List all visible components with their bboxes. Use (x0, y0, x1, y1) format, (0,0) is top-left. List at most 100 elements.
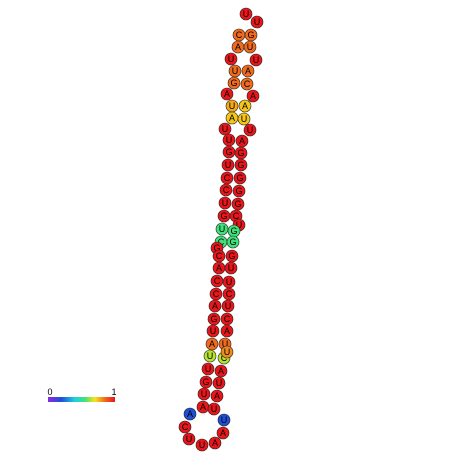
nucleotide-label: U (222, 198, 229, 208)
nucleotide-label: G (235, 186, 242, 196)
nucleotide-label: C (182, 422, 189, 432)
nucleotide (205, 337, 219, 351)
nucleotide (226, 235, 240, 249)
nucleotide-label: C (226, 289, 233, 299)
nucleotide (246, 89, 260, 103)
nucleotide (221, 158, 235, 172)
nucleotide-label: U (205, 364, 212, 374)
nucleotide-label: U (247, 42, 254, 52)
nucleotide (178, 420, 192, 434)
nucleotide (243, 40, 257, 54)
nucleotide (199, 375, 213, 389)
nucleotide-label: G (220, 211, 227, 221)
nucleotide-label: C (216, 251, 223, 261)
nucleotide-label: A (250, 91, 256, 101)
nucleotide (212, 376, 226, 390)
nucleotide-label: U (241, 114, 248, 124)
nucleotide (210, 389, 224, 403)
nucleotide-label: C (233, 211, 240, 221)
nucleotide (219, 183, 233, 197)
nucleotide-label: G (237, 160, 244, 170)
nucleotide-label: A (214, 391, 220, 401)
nucleotide-label: U (222, 124, 229, 134)
scale-min-label: 0 (47, 387, 52, 397)
nucleotide-label: U (236, 220, 243, 230)
nucleotide-label: C (236, 30, 243, 40)
nucleotide (214, 364, 228, 378)
nucleotide-label: A (200, 402, 206, 412)
nucleotide (224, 261, 238, 275)
nucleotide-label: A (245, 66, 251, 76)
nucleotide-label: C (224, 314, 231, 324)
nucleotide-label: U (211, 404, 218, 414)
nucleotide (233, 171, 247, 185)
nucleotide (250, 15, 264, 29)
nucleotide-label: A (212, 301, 218, 311)
nucleotide-label: U (247, 125, 254, 135)
nucleotide (221, 299, 235, 313)
nucleotide (206, 324, 220, 338)
nucleotide-label: A (218, 366, 224, 376)
nucleotide (218, 196, 232, 210)
nucleotide (238, 99, 252, 113)
nucleotide-label: A (209, 339, 215, 349)
nucleotide-label: A (224, 326, 230, 336)
nucleotide-label: C (224, 173, 231, 183)
nucleotide (224, 52, 238, 66)
nucleotide-label: C (214, 276, 221, 286)
nucleotide-label: U (254, 17, 261, 27)
nucleotide-label: U (219, 224, 226, 234)
nucleotide-label: A (239, 136, 245, 146)
nucleotide (231, 197, 245, 211)
nucleotide-label: U (243, 9, 250, 19)
nucleotide-label: G (225, 147, 232, 157)
nucleotide-label: U (225, 160, 232, 170)
nucleotide-label: U (253, 55, 260, 65)
nucleotide-label: A (187, 409, 193, 419)
nucleotide (220, 345, 234, 359)
nucleotide-label: U (222, 339, 229, 349)
nucleotide-label: U (221, 415, 228, 425)
nucleotide-label: A (216, 263, 222, 273)
nucleotide-label: U (226, 277, 233, 287)
nucleotide-label: A (229, 113, 235, 123)
nucleotide-label: A (212, 438, 218, 448)
nucleotide (182, 432, 196, 446)
nucleotide (203, 349, 217, 363)
nucleotide-label: U (228, 54, 235, 64)
nucleotide (241, 64, 255, 78)
nucleotide (216, 426, 230, 440)
nucleotide (201, 362, 215, 376)
nucleotide-label: C (221, 353, 228, 363)
nucleotide-label: U (216, 378, 223, 388)
nucleotide-label: G (247, 30, 254, 40)
nucleotide-label: U (224, 347, 231, 357)
nucleotide-label: A (220, 428, 226, 438)
nucleotide (208, 436, 222, 450)
nucleotide-label: U (210, 326, 217, 336)
nucleotide-label: A (235, 42, 241, 52)
nucleotide-label: C (244, 79, 251, 89)
nucleotide-label: C (223, 185, 230, 195)
nucleotide (220, 87, 234, 101)
nucleotide-label: G (236, 173, 243, 183)
nucleotide-label: U (225, 301, 232, 311)
nucleotide (195, 438, 209, 452)
nucleotide (232, 184, 246, 198)
nucleotide-label: U (199, 440, 206, 450)
color-scale (48, 397, 115, 402)
nucleotide (207, 402, 221, 416)
nucleotide (237, 112, 251, 126)
nucleotide-label: U (226, 135, 233, 145)
nucleotide-label: G (228, 251, 235, 261)
nucleotide-label: U (186, 434, 193, 444)
nucleotide (243, 123, 257, 137)
nucleotide-label: G (237, 148, 244, 158)
nucleotide-label: U (228, 263, 235, 273)
nucleotide-label: A (242, 101, 248, 111)
nucleotide-label: G (213, 243, 220, 253)
nucleotide (183, 407, 197, 421)
nucleotide-label: U (232, 66, 239, 76)
nucleotide (234, 158, 248, 172)
